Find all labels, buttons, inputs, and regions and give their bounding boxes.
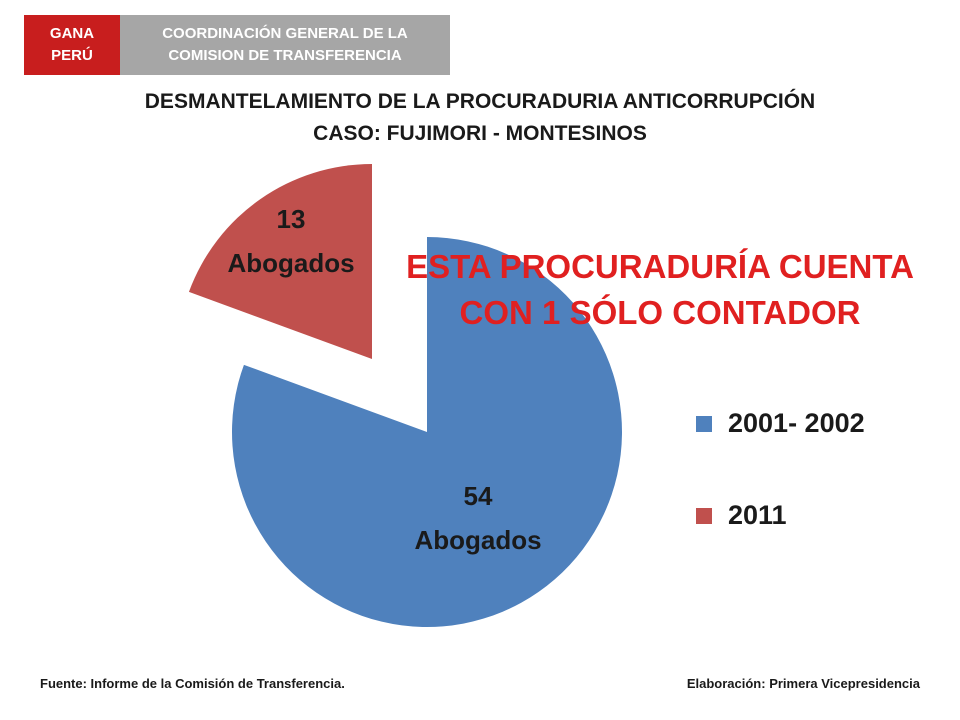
data-label-count-2001-2002: 54 (464, 481, 493, 511)
party-badge: GANA PERÚ (24, 15, 120, 75)
data-label-2001-2002: 54 Abogados (414, 481, 541, 555)
party-badge-line2: PERÚ (51, 47, 93, 64)
legend-item-2001-2002: 2001- 2002 (696, 408, 865, 439)
legend-label-2011: 2011 (728, 500, 787, 530)
legend-swatch-2001-2002 (696, 415, 712, 432)
legend-label-2001-2002: 2001- 2002 (728, 408, 865, 438)
contador-note-line1: ESTA PROCURADURÍA CUENTA (406, 248, 914, 285)
source-footnote: Fuente: Informe de la Comisión de Transf… (40, 676, 345, 691)
party-badge-line1: GANA (49, 25, 95, 42)
chart-title-line2: CASO: FUJIMORI - MONTESINOS (313, 122, 647, 145)
contador-note: ESTA PROCURADURÍA CUENTA CON 1 SÓLO CONT… (370, 244, 950, 336)
pie-slice-2011 (188, 164, 372, 359)
organization-line1: COORDINACIÓN GENERAL DE LA (162, 25, 408, 42)
contador-note-line2: CON 1 SÓLO CONTADOR (459, 294, 861, 331)
pie-slice-2001-2002 (232, 237, 622, 627)
legend-item-2011: 2011 (696, 500, 787, 531)
data-label-count-2011: 13 (277, 204, 306, 234)
legend-swatch-2011 (696, 507, 712, 524)
data-label-unit-2011: Abogados (227, 248, 354, 278)
credit-footnote: Elaboración: Primera Vicepresidencia (686, 676, 920, 691)
chart-title: DESMANTELAMIENTO DE LA PROCURADURIA ANTI… (40, 86, 920, 150)
data-label-unit-2001-2002: Abogados (414, 525, 541, 555)
organization-badge: COORDINACIÓN GENERAL DE LA COMISION DE T… (120, 15, 450, 75)
organization-line2: COMISION DE TRANSFERENCIA (168, 47, 402, 64)
data-label-2011: 13 Abogados (227, 204, 354, 278)
chart-title-line1: DESMANTELAMIENTO DE LA PROCURADURIA ANTI… (144, 90, 816, 113)
